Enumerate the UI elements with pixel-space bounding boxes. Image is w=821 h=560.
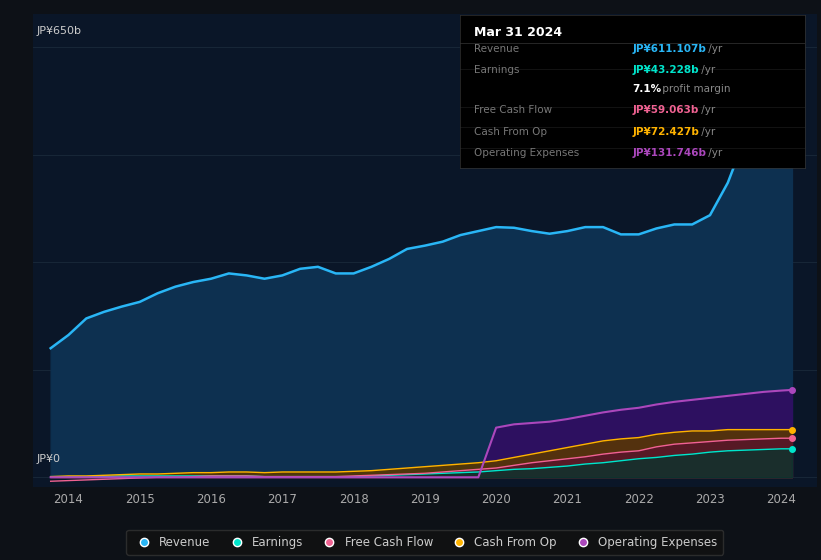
Text: /yr: /yr (704, 148, 722, 158)
Text: 7.1%: 7.1% (632, 84, 662, 94)
Text: JP¥0: JP¥0 (37, 454, 61, 464)
Text: Free Cash Flow: Free Cash Flow (474, 105, 552, 115)
Text: profit margin: profit margin (658, 84, 730, 94)
Legend: Revenue, Earnings, Free Cash Flow, Cash From Op, Operating Expenses: Revenue, Earnings, Free Cash Flow, Cash … (126, 530, 723, 554)
Text: /yr: /yr (698, 66, 715, 76)
Text: JP¥650b: JP¥650b (37, 26, 82, 36)
Text: /yr: /yr (698, 127, 715, 137)
Text: Operating Expenses: Operating Expenses (474, 148, 579, 158)
Text: Mar 31 2024: Mar 31 2024 (474, 26, 562, 39)
Text: /yr: /yr (698, 105, 715, 115)
Text: Earnings: Earnings (474, 66, 520, 76)
Text: Cash From Op: Cash From Op (474, 127, 547, 137)
Text: JP¥611.107b: JP¥611.107b (632, 44, 706, 54)
Text: Revenue: Revenue (474, 44, 519, 54)
Text: JP¥59.063b: JP¥59.063b (632, 105, 699, 115)
Text: JP¥43.228b: JP¥43.228b (632, 66, 699, 76)
Text: JP¥72.427b: JP¥72.427b (632, 127, 699, 137)
Text: /yr: /yr (704, 44, 722, 54)
Text: JP¥131.746b: JP¥131.746b (632, 148, 707, 158)
